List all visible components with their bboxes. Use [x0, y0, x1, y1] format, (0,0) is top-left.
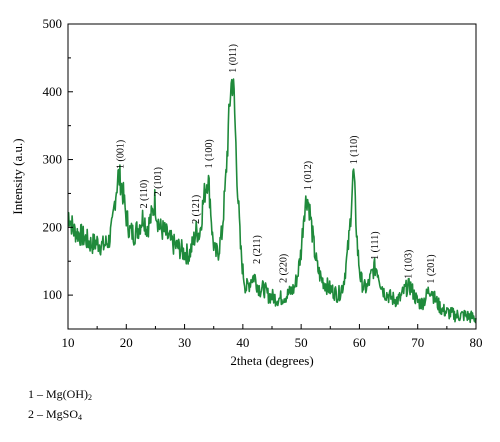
- y-tick-label: 200: [43, 219, 63, 234]
- y-tick-label: 500: [43, 16, 63, 31]
- y-axis-title: Intensity (a.u.): [10, 138, 25, 214]
- peak-label: 2 (121): [191, 195, 202, 224]
- peak-label: 1 (012): [303, 161, 314, 190]
- peak-label: 1 (103): [403, 250, 414, 279]
- y-tick-label: 400: [43, 84, 63, 99]
- x-tick-label: 30: [178, 335, 191, 350]
- peak-label: 2 (220): [279, 254, 290, 283]
- data-line-group: [67, 78, 477, 324]
- x-axis-title: 2theta (degrees): [230, 353, 313, 368]
- x-tick-label: 20: [120, 335, 133, 350]
- peak-label: 1 (011): [228, 44, 239, 73]
- legend-text: 1 – Mg(OH): [28, 387, 88, 401]
- x-tick-label: 70: [411, 335, 424, 350]
- ticks-group: 10 20 30 40 50 60 70 80 100 200 300 400 500: [43, 16, 483, 350]
- peak-label: 1 (201): [426, 254, 437, 283]
- legend-subscript: 2: [88, 393, 92, 402]
- peak-label: 2 (101): [153, 167, 164, 196]
- x-tick-label: 60: [353, 335, 366, 350]
- plot-frame: [67, 23, 477, 330]
- peak-label: 2 (211): [252, 235, 263, 264]
- peak-label: 1 (111): [370, 231, 381, 259]
- peak-label: 1 (100): [204, 139, 215, 168]
- x-tick-label: 10: [62, 335, 75, 350]
- peak-label: 1 (110): [349, 136, 360, 165]
- xrd-chart: 10 20 30 40 50 60 70 80 100 200 300 400 500 1 (001) 2…: [10, 16, 483, 368]
- x-tick-label: 40: [236, 335, 249, 350]
- legend-text: 2 – MgSO: [28, 407, 79, 421]
- y-tick-label: 100: [43, 287, 63, 302]
- peak-label: 2 (110): [139, 180, 150, 209]
- x-tick-label: 50: [295, 335, 308, 350]
- y-tick-label: 300: [43, 152, 63, 167]
- legend-subscript: 4: [78, 413, 83, 422]
- peak-labels: 1 (001) 2 (110) 2 (101) 2 (121) 1 (100) 1 (01…: [116, 44, 438, 284]
- legend-item-mg-oh-2: 1 – Mg(OH)2: [28, 386, 92, 406]
- peak-label: 1 (001): [116, 140, 127, 169]
- x-tick-label: 80: [470, 335, 483, 350]
- legend-item-mgso4: 2 – MgSO4: [28, 406, 82, 426]
- xrd-pattern-line: [67, 78, 477, 324]
